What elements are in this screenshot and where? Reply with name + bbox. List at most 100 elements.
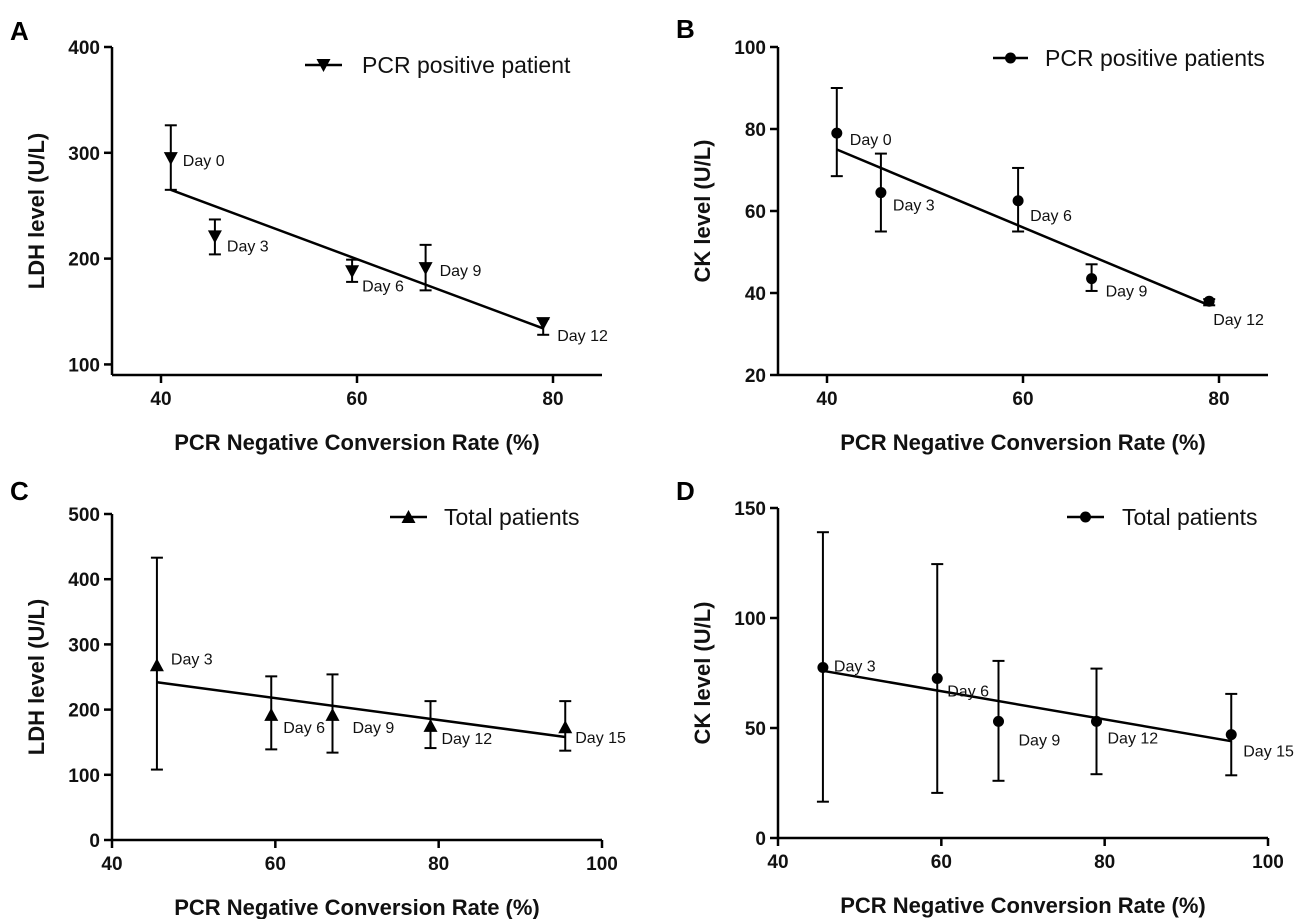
- panel-b-data-point: [1086, 273, 1098, 285]
- panel-d-x-axis-title: PCR Negative Conversion Rate (%): [840, 893, 1206, 918]
- panel-b-legend-marker: [1005, 52, 1016, 64]
- panel-c-y-tick-label: 400: [68, 570, 100, 591]
- panel-b-x-tick-label: 60: [1012, 389, 1033, 410]
- panel-b-x-tick-label: 80: [1208, 389, 1229, 410]
- panel-c-x-tick-label: 60: [265, 854, 286, 875]
- panel-a-letter: A: [10, 16, 29, 46]
- panel-a-point-label: Day 0: [183, 153, 225, 170]
- panel-c-data-point: [423, 718, 438, 732]
- panel-c-legend-marker: [401, 510, 416, 523]
- panel-d-x-tick-label: 60: [931, 852, 952, 873]
- panel-c-y-tick-label: 500: [68, 505, 100, 526]
- panel-b-letter: B: [676, 14, 695, 44]
- panel-b-x-axis-title: PCR Negative Conversion Rate (%): [840, 430, 1206, 455]
- panel-d-x-tick-label: 40: [767, 852, 788, 873]
- panel-c-y-tick-label: 200: [68, 701, 100, 722]
- panel-a-point-label: Day 6: [362, 278, 404, 295]
- panel-d-letter: D: [676, 476, 695, 506]
- panel-b-y-tick-label: 100: [734, 38, 766, 59]
- panel-d-data-point: [931, 673, 943, 684]
- panel-c-y-tick-label: 0: [89, 831, 100, 852]
- panel-c-data-point: [149, 658, 164, 672]
- panel-d-point-label: Day 3: [834, 659, 876, 676]
- panel-c-point-label: Day 12: [442, 731, 493, 748]
- panel-c-point-label: Day 6: [283, 720, 325, 737]
- panel-d: D 0 50 100 150 40 60 80 100 PCR Negative Conversi…: [676, 476, 1294, 918]
- panel-b-y-tick-label: 40: [745, 284, 766, 305]
- panel-a-data-point: [418, 262, 433, 276]
- panel-d-y-tick-label: 150: [734, 499, 766, 520]
- panel-b-point-label: Day 3: [893, 198, 935, 215]
- panel-c-data-point: [558, 720, 573, 734]
- panel-b-data-point: [1012, 195, 1024, 207]
- panel-b-y-tick-label: 80: [745, 120, 766, 141]
- panel-c: C 0 100 200 300 400 500 40 60 80 100 PCR Negative C…: [10, 476, 626, 919]
- panel-d-point-label: Day 12: [1108, 730, 1159, 747]
- panel-c-regression-line: [156, 680, 566, 739]
- panel-d-data-point: [1225, 729, 1237, 741]
- panel-d-y-tick-label: 100: [734, 609, 766, 630]
- panel-b-y-tick-label: 60: [745, 202, 766, 223]
- panel-d-point-label: Day 6: [947, 684, 989, 701]
- panel-c-point-label: Day 3: [171, 651, 213, 668]
- panel-b-point-label: Day 6: [1030, 208, 1072, 225]
- panel-a-y-tick-label: 300: [68, 144, 100, 165]
- panel-c-x-tick-label: 100: [586, 854, 618, 875]
- panel-a-legend-marker: [316, 59, 331, 72]
- panel-a-x-axis-title: PCR Negative Conversion Rate (%): [174, 430, 540, 455]
- panel-c-data-point: [264, 707, 279, 721]
- panel-d-y-tick-label: 50: [745, 719, 766, 740]
- panel-c-x-tick-label: 40: [101, 854, 122, 875]
- panel-b-legend-label: PCR positive patients: [1045, 45, 1265, 71]
- panel-d-point-label: Day 9: [1019, 732, 1061, 749]
- panel-d-data-point: [1091, 715, 1102, 727]
- panel-b-y-axis-title: CK level (U/L): [690, 139, 715, 282]
- panel-a-y-axis-title: LDH level (U/L): [24, 133, 49, 289]
- panel-d-point-label: Day 15: [1243, 744, 1294, 761]
- panel-b-data-point: [875, 187, 887, 199]
- panel-a-data-point: [207, 230, 222, 244]
- panel-a-x-tick-label: 40: [150, 389, 171, 410]
- panel-a-point-label: Day 12: [557, 328, 608, 345]
- panel-c-data-point: [325, 707, 340, 721]
- panel-a-y-tick-label: 400: [68, 38, 100, 59]
- panel-b-point-label: Day 12: [1213, 312, 1264, 329]
- panel-c-point-label: Day 15: [575, 730, 626, 747]
- panel-d-data-point: [817, 662, 829, 673]
- panel-b-data-point: [1203, 295, 1215, 307]
- panel-c-y-tick-label: 300: [68, 635, 100, 656]
- panel-a-y-tick-label: 100: [68, 355, 100, 376]
- panel-a-y-tick-label: 200: [68, 250, 100, 271]
- panel-a-x-tick-label: 80: [542, 389, 563, 410]
- panel-a-data-point: [345, 265, 360, 279]
- panel-a-data-point: [163, 152, 178, 166]
- panel-d-data-point: [993, 715, 1004, 727]
- panel-b-point-label: Day 9: [1106, 284, 1148, 301]
- panel-c-y-tick-label: 100: [68, 766, 100, 787]
- panel-a-x-tick-label: 60: [346, 389, 367, 410]
- panel-c-legend-label: Total patients: [444, 504, 580, 530]
- panel-b-x-tick-label: 40: [816, 389, 837, 410]
- panel-c-letter: C: [10, 476, 29, 506]
- panel-c-y-axis-title: LDH level (U/L): [24, 599, 49, 755]
- panel-c-point-label: Day 9: [353, 720, 395, 737]
- panel-d-x-tick-label: 80: [1094, 852, 1115, 873]
- panel-a-point-label: Day 9: [440, 263, 482, 280]
- panel-d-regression-line: [822, 669, 1232, 743]
- panel-b-y-tick-label: 20: [745, 366, 766, 387]
- panel-a-legend-label: PCR positive patient: [362, 52, 571, 78]
- panel-a-data-point: [536, 317, 551, 331]
- panel-d-legend-marker: [1080, 511, 1091, 523]
- panel-d-x-tick-label: 100: [1252, 852, 1284, 873]
- panel-d-y-axis-title: CK level (U/L): [690, 601, 715, 744]
- panel-a-point-label: Day 3: [227, 238, 269, 255]
- panel-b-point-label: Day 0: [850, 132, 892, 149]
- panel-c-x-tick-label: 80: [428, 854, 449, 875]
- panel-c-x-axis-title: PCR Negative Conversion Rate (%): [174, 895, 540, 919]
- panel-d-y-tick-label: 0: [755, 829, 766, 850]
- panel-d-legend-label: Total patients: [1122, 504, 1258, 530]
- panel-b-regression-line: [836, 148, 1210, 307]
